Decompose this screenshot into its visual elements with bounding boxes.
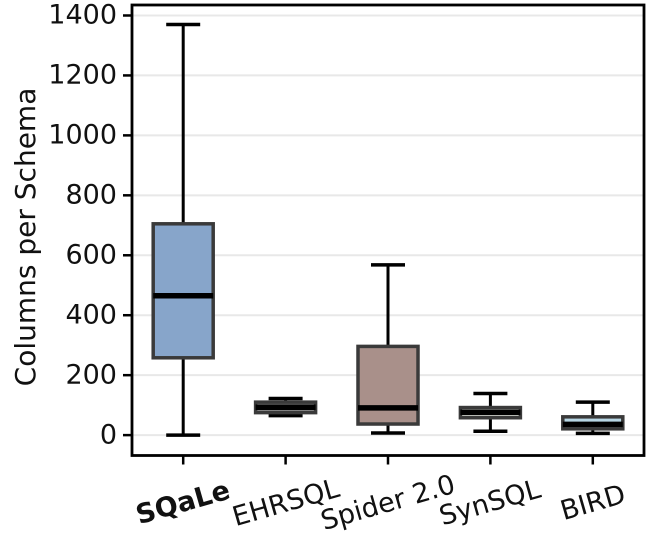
sqale-box [151,222,215,360]
y-tick-label-600: 600 [65,239,117,271]
y-tick-label-400: 400 [65,299,117,331]
y-tick-label-1000: 1000 [48,119,117,151]
spider-2-0-box [356,344,420,426]
y-tick-label-1200: 1200 [48,59,117,91]
y-tick-label-1400: 1400 [48,0,117,31]
y-tick-label-800: 800 [65,179,117,211]
y-tick-label-0: 0 [99,419,117,451]
y-tick-label-200: 200 [65,359,117,391]
